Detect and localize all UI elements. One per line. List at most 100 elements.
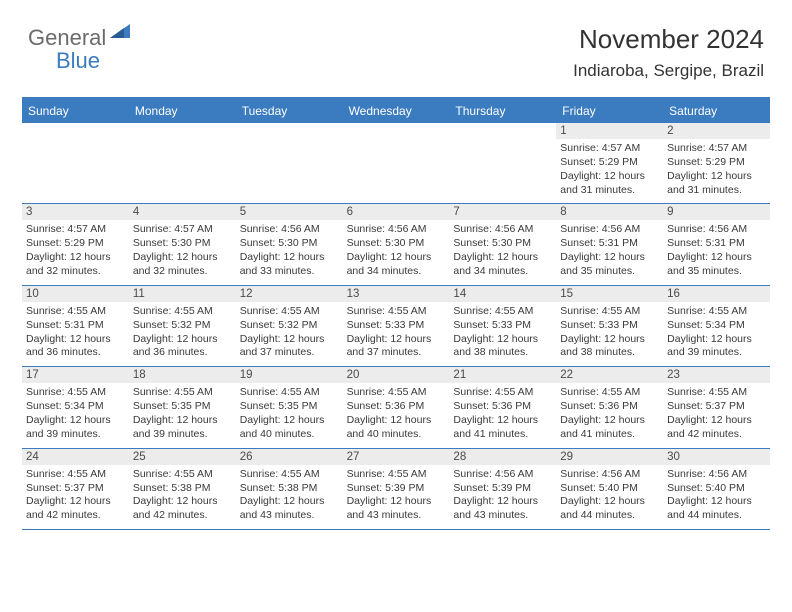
sunset-text: Sunset: 5:29 PM	[667, 156, 766, 170]
daylight-text: Daylight: 12 hours and 43 minutes.	[240, 495, 339, 523]
day-detail: Sunrise: 4:55 AMSunset: 5:32 PMDaylight:…	[240, 305, 339, 360]
day-detail: Sunrise: 4:55 AMSunset: 5:37 PMDaylight:…	[667, 386, 766, 441]
sunrise-text: Sunrise: 4:55 AM	[667, 305, 766, 319]
calendar-cell: 22Sunrise: 4:55 AMSunset: 5:36 PMDayligh…	[556, 367, 663, 447]
day-detail: Sunrise: 4:57 AMSunset: 5:29 PMDaylight:…	[667, 142, 766, 197]
calendar-cell: 1Sunrise: 4:57 AMSunset: 5:29 PMDaylight…	[556, 123, 663, 203]
sunrise-text: Sunrise: 4:57 AM	[560, 142, 659, 156]
sunset-text: Sunset: 5:30 PM	[133, 237, 232, 251]
calendar-cell: 10Sunrise: 4:55 AMSunset: 5:31 PMDayligh…	[22, 286, 129, 366]
sunrise-text: Sunrise: 4:55 AM	[347, 386, 446, 400]
day-detail: Sunrise: 4:55 AMSunset: 5:33 PMDaylight:…	[347, 305, 446, 360]
title-block: November 2024 Indiaroba, Sergipe, Brazil	[573, 24, 764, 81]
sunrise-text: Sunrise: 4:55 AM	[347, 468, 446, 482]
day-detail: Sunrise: 4:55 AMSunset: 5:33 PMDaylight:…	[560, 305, 659, 360]
daylight-text: Daylight: 12 hours and 32 minutes.	[26, 251, 125, 279]
sunset-text: Sunset: 5:37 PM	[26, 482, 125, 496]
daylight-text: Daylight: 12 hours and 41 minutes.	[453, 414, 552, 442]
calendar-cell: 11 Sunrise: 4:55 AMSunset: 5:32 PMDayligh…	[129, 286, 236, 366]
daylight-text: Daylight: 12 hours and 32 minutes.	[133, 251, 232, 279]
sunrise-text: Sunrise: 4:55 AM	[560, 305, 659, 319]
calendar-cell: 24Sunrise: 4:55 AMSunset: 5:37 PMDayligh…	[22, 449, 129, 529]
day-number: 8	[556, 204, 663, 220]
calendar-cell: 15 Sunrise: 4:55 AMSunset: 5:33 PMDayligh…	[556, 286, 663, 366]
sunset-text: Sunset: 5:40 PM	[560, 482, 659, 496]
logo-text-2: Blue	[56, 48, 100, 74]
calendar-cell: 2Sunrise: 4:57 AMSunset: 5:29 PMDaylight…	[663, 123, 770, 203]
week-row: 17Sunrise: 4:55 AMSunset: 5:34 PMDayligh…	[22, 367, 770, 448]
day-header-thu: Thursday	[449, 99, 556, 123]
daylight-text: Daylight: 12 hours and 35 minutes.	[667, 251, 766, 279]
sunset-text: Sunset: 5:33 PM	[453, 319, 552, 333]
day-number: 24	[22, 449, 129, 465]
day-detail: Sunrise: 4:55 AMSunset: 5:36 PMDaylight:…	[453, 386, 552, 441]
daylight-text: Daylight: 12 hours and 41 minutes.	[560, 414, 659, 442]
day-detail: Sunrise: 4:57 AMSunset: 5:29 PMDaylight:…	[26, 223, 125, 278]
daylight-text: Daylight: 12 hours and 39 minutes.	[133, 414, 232, 442]
daylight-text: Daylight: 12 hours and 44 minutes.	[667, 495, 766, 523]
calendar-cell: 3Sunrise: 4:57 AMSunset: 5:29 PMDaylight…	[22, 204, 129, 284]
day-number: 27	[343, 449, 450, 465]
sunrise-text: Sunrise: 4:56 AM	[667, 223, 766, 237]
sunrise-text: Sunrise: 4:55 AM	[667, 386, 766, 400]
daylight-text: Daylight: 12 hours and 39 minutes.	[26, 414, 125, 442]
day-detail: Sunrise: 4:55 AMSunset: 5:36 PMDaylight:…	[347, 386, 446, 441]
day-number: 20	[343, 367, 450, 383]
sunset-text: Sunset: 5:40 PM	[667, 482, 766, 496]
week-row: 24 Sunrise: 4:55 AM Sunset: 5:37 PM Dayligh…	[22, 449, 770, 530]
calendar-cell: 27Sunrise: 4:55 AMSunset: 5:39 PMDayligh…	[343, 449, 450, 529]
day-detail: Sunrise: 4:55 AMSunset: 5:38 PMDaylight:…	[240, 468, 339, 523]
sunrise-text: Sunrise: 4:55 AM	[453, 305, 552, 319]
day-number: 4	[129, 204, 236, 220]
sunrise-text: Sunrise: 4:56 AM	[453, 468, 552, 482]
day-header-tue: Tuesday	[236, 99, 343, 123]
calendar-cell: 12Sunrise: 4:55 AMSunset: 5:32 PMDayligh…	[236, 286, 343, 366]
sunset-text: Sunset: 5:34 PM	[667, 319, 766, 333]
logo: General Blue	[28, 24, 132, 51]
day-detail: Sunrise: 4:55 AMSunset: 5:38 PMDaylight:…	[133, 468, 232, 523]
day-number: 18	[129, 367, 236, 383]
day-detail: Sunrise: 4:56 AMSunset: 5:40 PMDaylight:…	[667, 468, 766, 523]
day-number: 11	[129, 286, 236, 302]
sunrise-text: Sunrise: 4:55 AM	[133, 305, 232, 319]
calendar-cell: 16Sunrise: 4:55 AMSunset: 5:34 PMDayligh…	[663, 286, 770, 366]
day-number: 21	[449, 367, 556, 383]
sunrise-text: Sunrise: 4:57 AM	[667, 142, 766, 156]
daylight-text: Daylight: 12 hours and 36 minutes.	[26, 333, 125, 361]
day-header-fri: Friday	[556, 99, 663, 123]
sunset-text: Sunset: 5:31 PM	[560, 237, 659, 251]
day-detail: Sunrise: 4:56 AMSunset: 5:30 PMDaylight:…	[347, 223, 446, 278]
sunrise-text: Sunrise: 4:56 AM	[240, 223, 339, 237]
day-detail: Sunrise: 4:55 AMSunset: 5:32 PMDaylight:…	[133, 305, 232, 360]
month-title: November 2024	[573, 24, 764, 55]
daylight-text: Daylight: 12 hours and 33 minutes.	[240, 251, 339, 279]
daylight-text: Daylight: 12 hours and 42 minutes.	[667, 414, 766, 442]
sunset-text: Sunset: 5:38 PM	[133, 482, 232, 496]
sunset-text: Sunset: 5:39 PM	[453, 482, 552, 496]
sunset-text: Sunset: 5:33 PM	[560, 319, 659, 333]
daylight-text: Daylight: 12 hours and 34 minutes.	[453, 251, 552, 279]
sunset-text: Sunset: 5:37 PM	[667, 400, 766, 414]
sunset-text: Sunset: 5:30 PM	[453, 237, 552, 251]
sunset-text: Sunset: 5:29 PM	[26, 237, 125, 251]
calendar-cell: 20 Sunrise: 4:55 AMSunset: 5:36 PMDayligh…	[343, 367, 450, 447]
day-header-sat: Saturday	[663, 99, 770, 123]
day-detail: Sunrise: 4:55 AMSunset: 5:35 PMDaylight:…	[133, 386, 232, 441]
week-row: 3Sunrise: 4:57 AMSunset: 5:29 PMDaylight…	[22, 204, 770, 285]
day-detail: Sunrise: 4:55 AMSunset: 5:34 PMDaylight:…	[26, 386, 125, 441]
sunset-text: Sunset: 5:35 PM	[133, 400, 232, 414]
day-number: 29	[556, 449, 663, 465]
day-detail: Sunrise: 4:56 AMSunset: 5:40 PMDaylight:…	[560, 468, 659, 523]
daylight-text: Daylight: 12 hours and 34 minutes.	[347, 251, 446, 279]
day-detail: Sunrise: 4:55 AMSunset: 5:33 PMDaylight:…	[453, 305, 552, 360]
day-detail: Sunrise: 4:57 AMSunset: 5:30 PMDaylight:…	[133, 223, 232, 278]
calendar-cell: 13 Sunrise: 4:55 AMSunset: 5:33 PMDayligh…	[343, 286, 450, 366]
sunset-text: Sunset: 5:36 PM	[453, 400, 552, 414]
day-number: 13	[343, 286, 450, 302]
calendar-cell	[449, 123, 556, 203]
day-number: 23	[663, 367, 770, 383]
daylight-text: Daylight: 12 hours and 40 minutes.	[240, 414, 339, 442]
day-detail: Sunrise: 4:55 AMSunset: 5:35 PMDaylight:…	[240, 386, 339, 441]
day-number: 15	[556, 286, 663, 302]
header: General Blue November 2024 Indiaroba, Se…	[0, 0, 792, 89]
